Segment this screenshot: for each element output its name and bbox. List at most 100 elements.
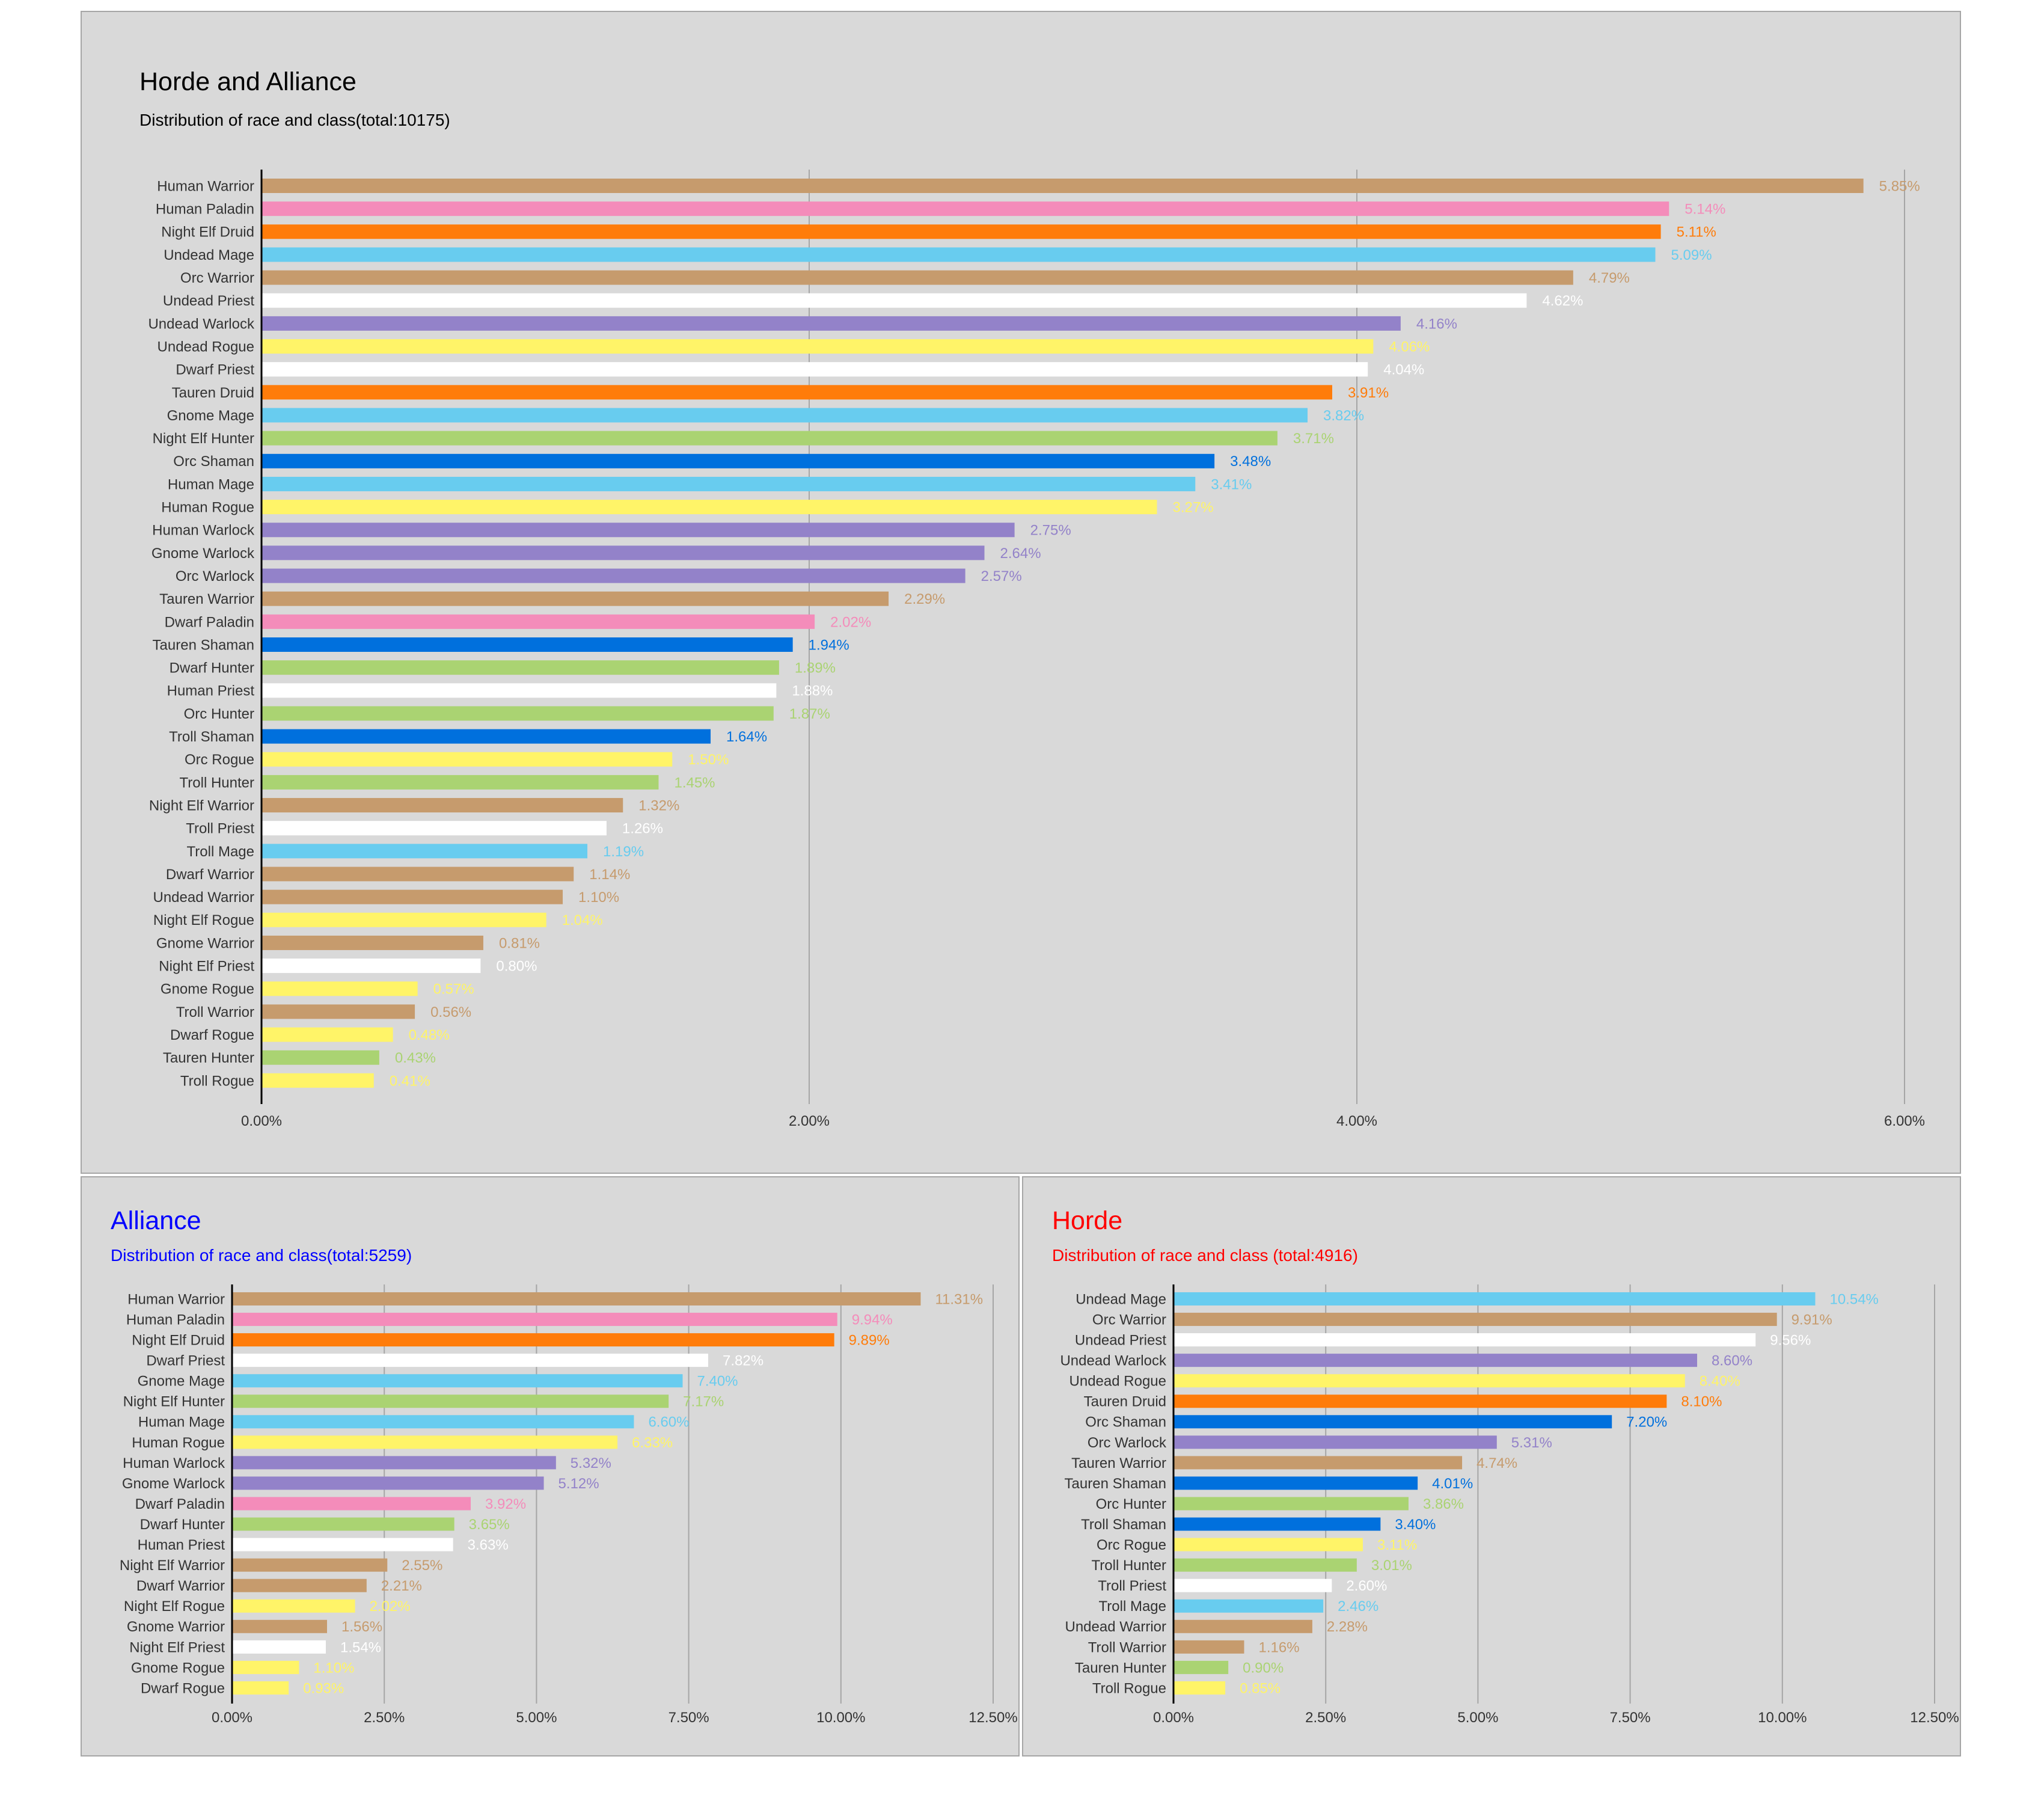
value-label: 3.91%: [1348, 385, 1389, 401]
bar: [233, 1333, 834, 1347]
bar: [262, 591, 889, 606]
category-label: Undead Rogue: [1069, 1373, 1166, 1390]
value-label: 0.90%: [1243, 1660, 1284, 1676]
x-tick-label: 2.50%: [1305, 1710, 1346, 1726]
category-label: Night Elf Priest: [159, 959, 254, 975]
category-label: Orc Rogue: [185, 752, 254, 768]
bar: [1174, 1619, 1312, 1633]
bar: [233, 1313, 837, 1327]
value-label: 2.02%: [370, 1598, 411, 1615]
value-label: 9.89%: [849, 1333, 890, 1349]
x-tick-label: 0.00%: [212, 1710, 252, 1726]
horde-chart-panel: Horde Distribution of race and class (to…: [1022, 1176, 1961, 1756]
category-label: Dwarf Priest: [176, 362, 254, 378]
x-tick-label: 10.00%: [816, 1710, 865, 1726]
value-label: 3.27%: [1172, 500, 1213, 516]
value-label: 1.50%: [688, 752, 729, 768]
category-label: Night Elf Warrior: [120, 1557, 225, 1574]
category-label: Dwarf Rogue: [141, 1680, 225, 1696]
alliance-chart-panel: Alliance Distribution of race and class(…: [81, 1176, 1020, 1756]
category-label: Dwarf Priest: [146, 1353, 225, 1369]
category-label: Undead Mage: [164, 247, 254, 263]
category-label: Troll Hunter: [1092, 1557, 1166, 1574]
category-label: Human Mage: [138, 1414, 225, 1431]
bar: [262, 224, 1661, 239]
bar: [262, 935, 483, 950]
x-tick-label: 12.50%: [968, 1710, 1017, 1726]
value-label: 1.88%: [792, 683, 833, 699]
category-label: Human Rogue: [161, 500, 254, 516]
bar: [262, 476, 1196, 491]
bar: [262, 293, 1527, 308]
category-label: Tauren Shaman: [153, 637, 254, 653]
value-label: 1.56%: [341, 1619, 382, 1635]
value-label: 4.01%: [1432, 1476, 1473, 1492]
category-label: Orc Hunter: [1096, 1496, 1166, 1512]
value-label: 0.41%: [390, 1073, 430, 1089]
bar: [1174, 1354, 1698, 1367]
category-label: Dwarf Paladin: [135, 1496, 225, 1512]
x-tick-label: 12.50%: [1910, 1710, 1959, 1726]
category-label: Dwarf Warrior: [166, 867, 254, 883]
category-label: Night Elf Hunter: [123, 1394, 225, 1410]
value-label: 3.71%: [1293, 431, 1334, 447]
category-label: Troll Warrior: [176, 1004, 254, 1020]
value-label: 2.29%: [904, 591, 945, 607]
category-label: Troll Shaman: [169, 729, 254, 745]
bar: [262, 729, 711, 744]
x-tick-label: 10.00%: [1758, 1710, 1807, 1726]
value-label: 3.65%: [469, 1517, 510, 1533]
bar: [262, 453, 1215, 468]
category-label: Orc Warrior: [180, 270, 254, 286]
chart-subtitle: Distribution of race and class(total:525…: [111, 1246, 412, 1265]
value-label: 0.93%: [303, 1680, 344, 1696]
category-label: Night Elf Druid: [132, 1333, 225, 1349]
value-label: 4.16%: [1416, 316, 1457, 332]
category-label: Human Warrior: [157, 178, 254, 194]
bar: [262, 385, 1333, 400]
value-label: 1.10%: [578, 889, 619, 906]
value-label: 3.63%: [468, 1537, 509, 1553]
bar: [233, 1517, 454, 1531]
bar: [262, 683, 777, 698]
bar: [233, 1415, 634, 1429]
category-label: Tauren Shaman: [1065, 1476, 1166, 1492]
value-label: 2.21%: [381, 1578, 422, 1594]
value-label: 3.86%: [1423, 1496, 1464, 1512]
category-label: Dwarf Warrior: [136, 1578, 225, 1594]
x-tick-label: 0.00%: [1153, 1710, 1194, 1726]
category-label: Human Priest: [167, 683, 255, 699]
value-label: 5.09%: [1671, 247, 1712, 263]
value-label: 9.94%: [852, 1312, 893, 1328]
category-label: Troll Mage: [187, 844, 254, 860]
value-label: 8.40%: [1700, 1373, 1740, 1390]
category-label: Gnome Warlock: [122, 1476, 225, 1492]
bar: [262, 775, 659, 790]
x-tick-label: 7.50%: [1610, 1710, 1651, 1726]
value-label: 1.14%: [589, 867, 630, 883]
value-label: 5.12%: [558, 1476, 599, 1492]
category-label: Undead Warlock: [1060, 1353, 1167, 1369]
category-label: Troll Rogue: [1092, 1680, 1166, 1696]
bar: [262, 545, 985, 560]
value-label: 3.40%: [1395, 1517, 1436, 1533]
category-label: Night Elf Warrior: [149, 797, 254, 814]
bar: [1174, 1333, 1756, 1347]
category-label: Human Rogue: [132, 1435, 225, 1451]
bar: [262, 362, 1368, 377]
chart-subtitle: Distribution of race and class (total:49…: [1052, 1246, 1358, 1265]
bar: [262, 1073, 374, 1088]
bar: [262, 959, 481, 974]
x-tick-label: 5.00%: [1457, 1710, 1498, 1726]
category-label: Night Elf Hunter: [153, 431, 254, 447]
value-label: 5.32%: [571, 1455, 611, 1471]
x-tick-label: 4.00%: [1336, 1113, 1377, 1129]
bar: [262, 637, 793, 652]
bar: [1174, 1599, 1324, 1613]
bar: [262, 981, 418, 996]
bar: [233, 1292, 921, 1305]
value-label: 8.10%: [1681, 1394, 1722, 1410]
bar: [1174, 1292, 1816, 1305]
category-label: Orc Hunter: [184, 706, 254, 722]
category-label: Undead Warrior: [1065, 1619, 1166, 1635]
